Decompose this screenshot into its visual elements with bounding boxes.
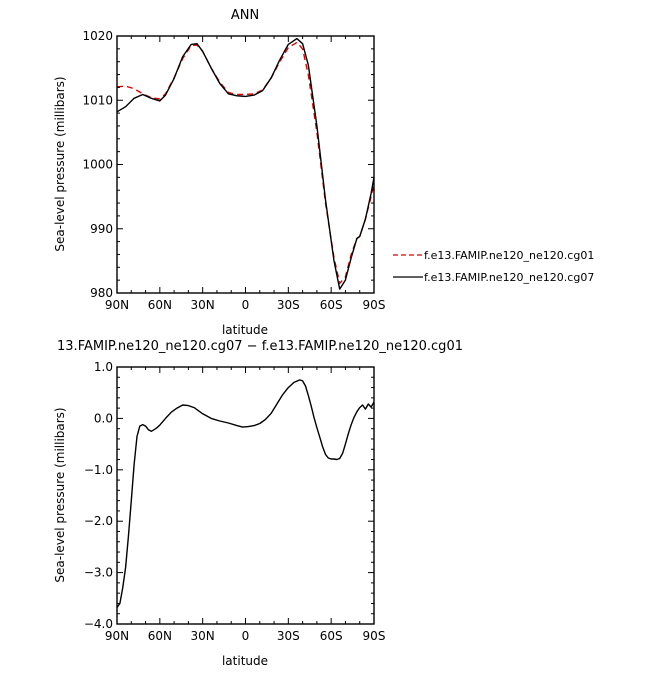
bottom-xtick-label-2: 30N bbox=[191, 629, 215, 643]
top-ytick-label-2: 1000 bbox=[82, 158, 113, 172]
top-series-line-1 bbox=[116, 37, 375, 290]
bottom-panel: 13.FAMIP.ne120_ne120.cg07 − f.e13.FAMIP.… bbox=[53, 339, 463, 668]
bottom-panel-xlabel: latitude bbox=[222, 654, 268, 668]
top-panel-title: ANN bbox=[231, 8, 259, 23]
legend: f.e13.FAMIP.ne120_ne120.cg01 f.e13.FAMIP… bbox=[393, 249, 594, 284]
bottom-ytick-label-4: −3.0 bbox=[84, 566, 113, 580]
top-ytick-label-4: 1020 bbox=[82, 29, 113, 43]
bottom-xtick-label-0: 90N bbox=[105, 629, 129, 643]
top-xtick-label-1: 60N bbox=[148, 298, 172, 312]
top-xtick-label-3: 0 bbox=[242, 298, 250, 312]
bottom-panel-title: 13.FAMIP.ne120_ne120.cg07 − f.e13.FAMIP.… bbox=[57, 339, 463, 354]
bottom-ytick-label-0: 1.0 bbox=[94, 360, 113, 374]
bottom-xtick-label-1: 60N bbox=[148, 629, 172, 643]
bottom-xtick-label-6: 90S bbox=[363, 629, 386, 643]
top-xtick-label-0: 90N bbox=[105, 298, 129, 312]
bottom-xtick-label-5: 60S bbox=[320, 629, 343, 643]
top-ytick-label-3: 1010 bbox=[82, 93, 113, 107]
bottom-ytick-label-1: 0.0 bbox=[94, 411, 113, 425]
bottom-xtick-label-4: 30S bbox=[277, 629, 300, 643]
top-series-line-0 bbox=[116, 41, 375, 285]
top-ytick-label-0: 980 bbox=[90, 286, 113, 300]
top-panel-ylabel: Sea-level pressure (millibars) bbox=[53, 76, 67, 251]
legend-label-cg01: f.e13.FAMIP.ne120_ne120.cg01 bbox=[424, 249, 594, 262]
bottom-series-line-0 bbox=[116, 379, 375, 608]
top-panel-frame bbox=[116, 35, 375, 294]
bottom-ytick-label-5: −4.0 bbox=[84, 617, 113, 631]
legend-label-cg07: f.e13.FAMIP.ne120_ne120.cg07 bbox=[424, 271, 594, 284]
top-panel: ANN 90N 60N 30N 0 30S 60S 90S 980 990 1000 1010 102… bbox=[53, 8, 594, 337]
bottom-ytick-label-3: −2.0 bbox=[84, 514, 113, 528]
top-xtick-label-5: 60S bbox=[320, 298, 343, 312]
top-xtick-label-6: 90S bbox=[363, 298, 386, 312]
top-panel-series bbox=[116, 37, 375, 290]
top-panel-ticks: 90N 60N 30N 0 30S 60S 90S 980 990 1000 1010 1020 bbox=[82, 29, 385, 312]
bottom-panel-ticks: 90N 60N 30N 0 30S 60S 90S 1.0 0.0 −1.0 −2.0 −3.0 −4.… bbox=[84, 360, 386, 643]
top-ytick-label-1: 990 bbox=[90, 222, 113, 236]
top-xtick-label-4: 30S bbox=[277, 298, 300, 312]
top-panel-xlabel: latitude bbox=[222, 323, 268, 337]
top-xtick-label-2: 30N bbox=[191, 298, 215, 312]
bottom-panel-series bbox=[116, 379, 375, 608]
bottom-ytick-label-2: −1.0 bbox=[84, 463, 113, 477]
bottom-panel-ylabel: Sea-level pressure (millibars) bbox=[53, 407, 67, 582]
bottom-xtick-label-3: 0 bbox=[242, 629, 250, 643]
bottom-panel-frame bbox=[116, 366, 375, 625]
